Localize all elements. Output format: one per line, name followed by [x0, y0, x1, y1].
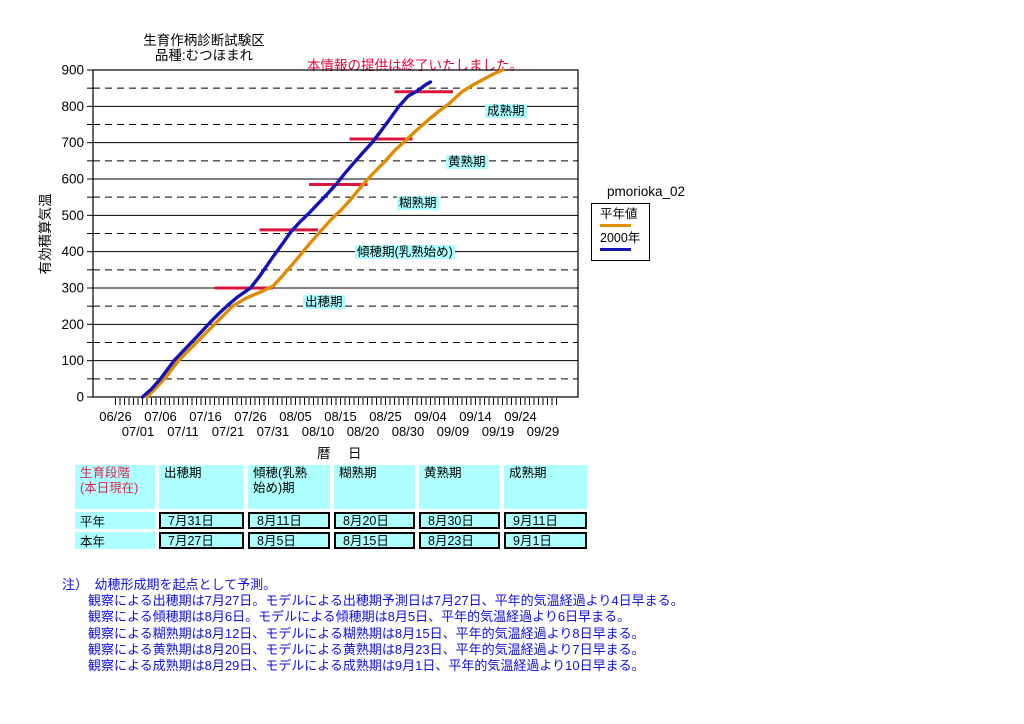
x-tick-label: 08/25 [369, 409, 402, 424]
x-tick-label: 09/19 [482, 424, 515, 439]
x-tick-label: 07/16 [189, 409, 222, 424]
x-tick-label: 09/04 [414, 409, 447, 424]
table-row-label: 平年 [75, 512, 155, 529]
legend-title: pmorioka_02 [607, 184, 686, 199]
table-header: 黄熟期 [419, 465, 500, 509]
y-tick-label: 0 [76, 390, 84, 405]
note-line: 観察による出穂期は7月27日。モデルによる出穂期予測日は7月27日、平年的気温経… [88, 593, 684, 609]
series-line-year-2000 [140, 80, 433, 399]
x-tick-label: 07/21 [212, 424, 245, 439]
table-date-cell: 8月20日 [334, 512, 415, 529]
x-tick-label: 08/20 [347, 424, 380, 439]
y-tick-label: 100 [61, 353, 84, 368]
table-header-stage: 生育段階 (本日現在) [75, 465, 155, 509]
table-date-cell: 8月11日 [248, 512, 330, 529]
table-header: 傾穂(乳熟 始め)期 [248, 465, 330, 509]
y-tick-label: 200 [61, 317, 84, 332]
legend-item-year-2000: 2000年 [600, 232, 649, 251]
y-tick-label: 300 [61, 281, 84, 296]
x-tick-label: 08/10 [302, 424, 335, 439]
table-date-cell: 8月30日 [419, 512, 500, 529]
x-tick-label: 08/30 [392, 424, 425, 439]
series-line-normal-year [145, 68, 505, 399]
y-tick-label: 500 [61, 208, 84, 223]
table-header: 成熟期 [504, 465, 587, 509]
stage-label-heading: 出穂期 [303, 295, 345, 309]
note-line: 観察による糊熟期は8月12日、モデルによる糊熟期は8月15日、平年的気温経過より… [88, 625, 645, 641]
legend-label: 平年値 [600, 207, 638, 221]
x-tick-label: 07/11 [167, 424, 199, 439]
x-tick-label: 08/05 [279, 409, 312, 424]
x-tick-label: 07/26 [234, 409, 267, 424]
x-tick-label: 09/29 [527, 424, 560, 439]
x-tick-label: 07/06 [144, 409, 177, 424]
legend-item-normal-year: 平年値 [600, 208, 649, 227]
table-date-cell: 7月27日 [159, 532, 244, 549]
legend: 平年値 2000年 [591, 203, 650, 261]
table-header: 出穂期 [159, 465, 244, 509]
chart-title: 生育作柄診断試験区 品種:むつほまれ [130, 33, 278, 63]
stage-label-yellow-ripe: 黄熟期 [446, 155, 488, 169]
table-row-label: 本年 [75, 532, 155, 549]
table-header: 糊熟期 [334, 465, 415, 509]
legend-line-swatch [600, 248, 631, 251]
legend-line-swatch [600, 224, 631, 227]
stage-label-maturity: 成熟期 [485, 104, 527, 118]
chart-title-line2: 品種:むつほまれ [154, 48, 254, 63]
service-ended-notice: 本情報の提供は終了いたしました。 [307, 58, 523, 73]
prediction-notes: 注） 幼穂形成期を起点として予測。 観察による出穂期は7月27日。モデルによる出穂… [62, 577, 684, 674]
x-tick-label: 07/31 [257, 424, 290, 439]
note-line: 観察による黄熟期は8月20日、モデルによる黄熟期は8月23日、平年的気温経過より… [88, 641, 645, 657]
stage-label-dough: 糊熟期 [397, 196, 439, 210]
x-tick-label: 06/26 [99, 409, 132, 424]
note-line: 観察による成熟期は8月29日、モデルによる成熟期は9月1日、平年的気温経過より1… [88, 658, 645, 674]
x-tick-label: 09/24 [504, 409, 537, 424]
growth-stage-table: 生育段階 (本日現在) 出穂期 傾穂(乳熟 始め)期 糊熟期 黄熟期 成熟期平年 7月31日… [75, 465, 587, 549]
x-tick-label: 07/01 [122, 424, 155, 439]
table-date-cell: 9月1日 [504, 532, 587, 549]
y-tick-label: 600 [61, 172, 84, 187]
note-line: 注） 幼穂形成期を起点として予測。 [62, 577, 277, 592]
x-tick-label: 09/09 [437, 424, 470, 439]
table-date-cell: 8月5日 [248, 532, 330, 549]
table-date-cell: 9月11日 [504, 512, 587, 529]
table-date-cell: 7月31日 [159, 512, 244, 529]
x-axis-title: 暦 日 [317, 446, 364, 461]
chart-title-line1: 生育作柄診断試験区 [143, 33, 265, 48]
note-line: 観察による傾穂期は8月6日。モデルによる傾穂期は8月5日、平年的気温経過より6日… [88, 609, 631, 625]
x-tick-label: 08/15 [324, 409, 357, 424]
x-tick-label: 09/14 [459, 409, 492, 424]
stage-label-early-milk: 傾穂期(乳熟始め) [355, 245, 455, 259]
y-tick-label: 800 [61, 99, 84, 114]
y-tick-label: 700 [61, 135, 84, 150]
table-date-cell: 8月23日 [419, 532, 500, 549]
y-tick-label: 400 [61, 244, 84, 259]
table-date-cell: 8月15日 [334, 532, 415, 549]
y-tick-label: 900 [61, 63, 84, 78]
legend-label: 2000年 [600, 231, 641, 245]
